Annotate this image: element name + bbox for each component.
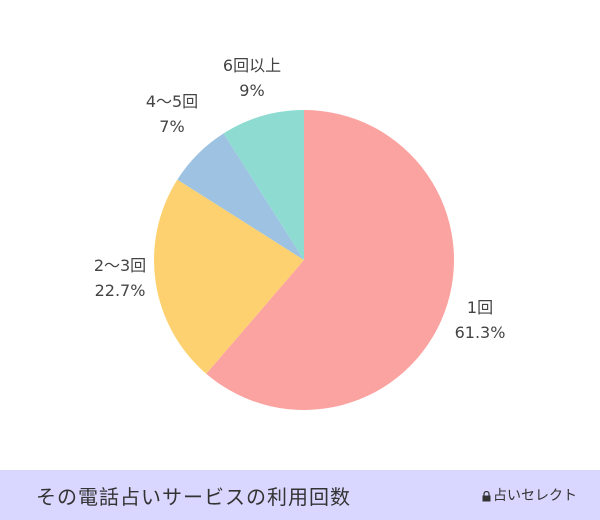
slice-value-label: 7% xyxy=(159,117,184,136)
pie-slice xyxy=(177,133,304,260)
chart-caption: その電話占いサービスの利用回数 xyxy=(36,485,351,509)
slice-value-label: 9% xyxy=(239,81,264,100)
lock-icon xyxy=(482,490,491,501)
brand-logo: 占いセレクト xyxy=(482,485,577,505)
brand-name: 占いセレクト xyxy=(493,488,577,504)
footer-bar: その電話占いサービスの利用回数 占いセレクト xyxy=(0,470,600,520)
slice-category-label: 4〜5回 xyxy=(146,92,198,111)
slice-category-label: 6回以上 xyxy=(223,56,281,75)
pie-chart: 1回 61.3% 2〜3回 22.7% 4〜5回 7% 6回以上 9% xyxy=(94,56,506,410)
pie-slice xyxy=(223,110,304,260)
slice-value-label: 22.7% xyxy=(95,281,146,300)
slice-category-label: 1回 xyxy=(467,298,493,317)
slice-category-label: 2〜3回 xyxy=(94,256,146,275)
pie-slice xyxy=(154,179,304,374)
slice-value-label: 61.3% xyxy=(455,323,506,342)
pie-slice xyxy=(206,110,455,410)
